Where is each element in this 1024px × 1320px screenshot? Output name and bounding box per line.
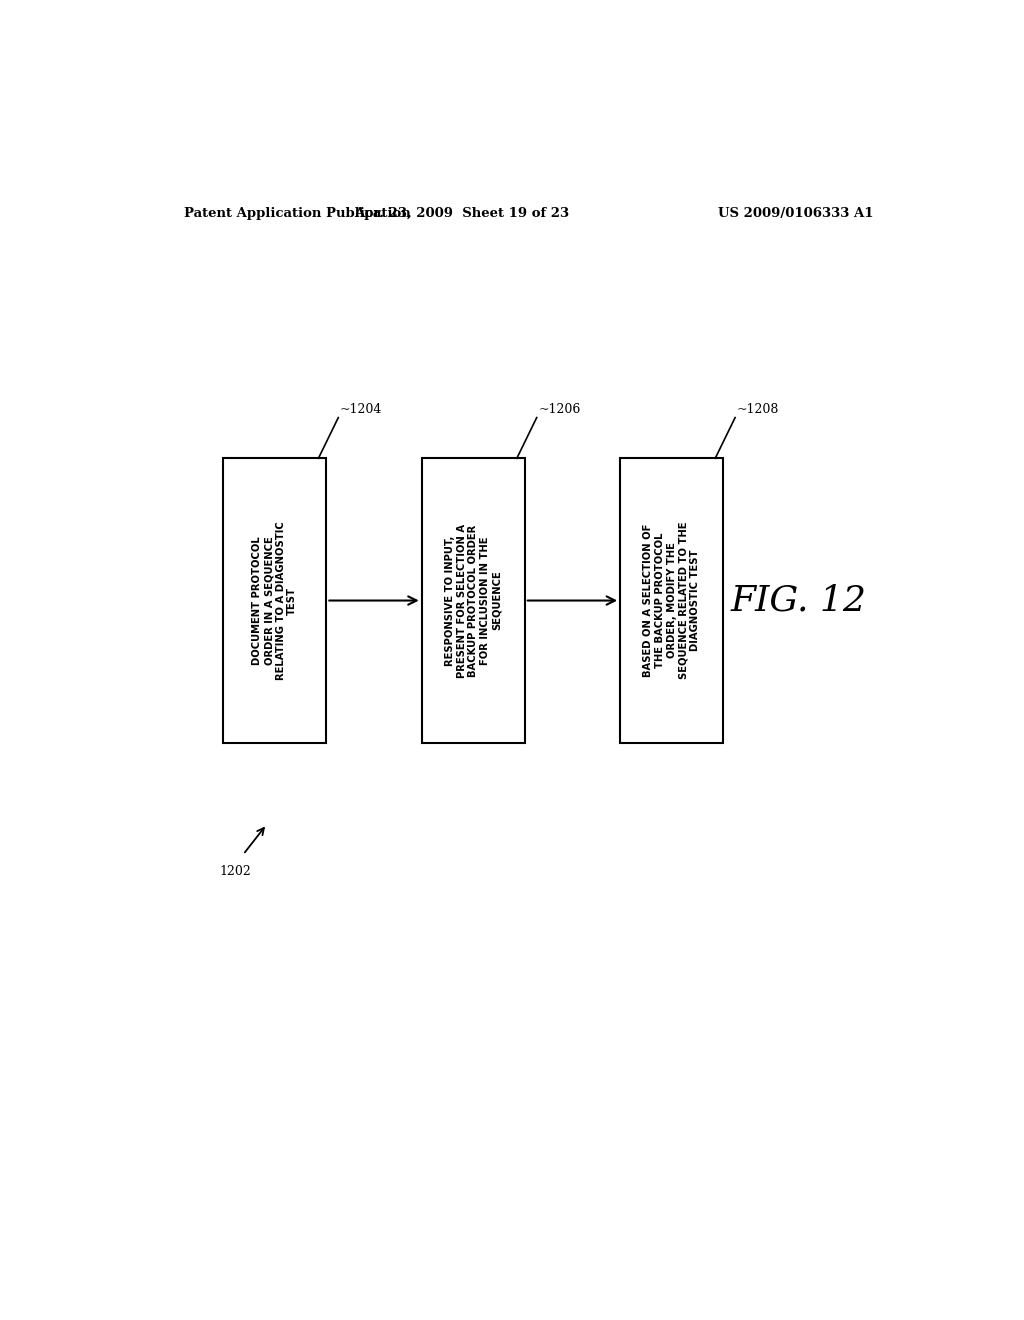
Text: ~1208: ~1208 [736, 403, 779, 416]
Text: FIG. 12: FIG. 12 [730, 583, 866, 618]
Bar [422, 458, 524, 743]
Bar [223, 458, 327, 743]
Text: ~1206: ~1206 [539, 403, 581, 416]
Text: Patent Application Publication: Patent Application Publication [183, 207, 411, 220]
Text: Apr. 23, 2009  Sheet 19 of 23: Apr. 23, 2009 Sheet 19 of 23 [353, 207, 569, 220]
Text: DOCUMENT PROTOCOL
ORDER IN A SEQUENCE
RELATING TO A DIAGNOSTIC
TEST: DOCUMENT PROTOCOL ORDER IN A SEQUENCE RE… [253, 521, 297, 680]
Bar [621, 458, 723, 743]
Text: US 2009/0106333 A1: US 2009/0106333 A1 [719, 207, 873, 220]
Text: RESPONSIVE TO INPUT,
PRESENT FOR SELECTION A
BACKUP PROTOCOL ORDER
FOR INCLUSION: RESPONSIVE TO INPUT, PRESENT FOR SELECTI… [445, 524, 502, 677]
Text: BASED ON A SELECTION OF
THE BACKUP PROTOCOL
ORDER, MODIFY THE
SEQUENCE RELATED T: BASED ON A SELECTION OF THE BACKUP PROTO… [643, 521, 699, 680]
Text: ~1204: ~1204 [340, 403, 382, 416]
Text: 1202: 1202 [219, 865, 251, 878]
